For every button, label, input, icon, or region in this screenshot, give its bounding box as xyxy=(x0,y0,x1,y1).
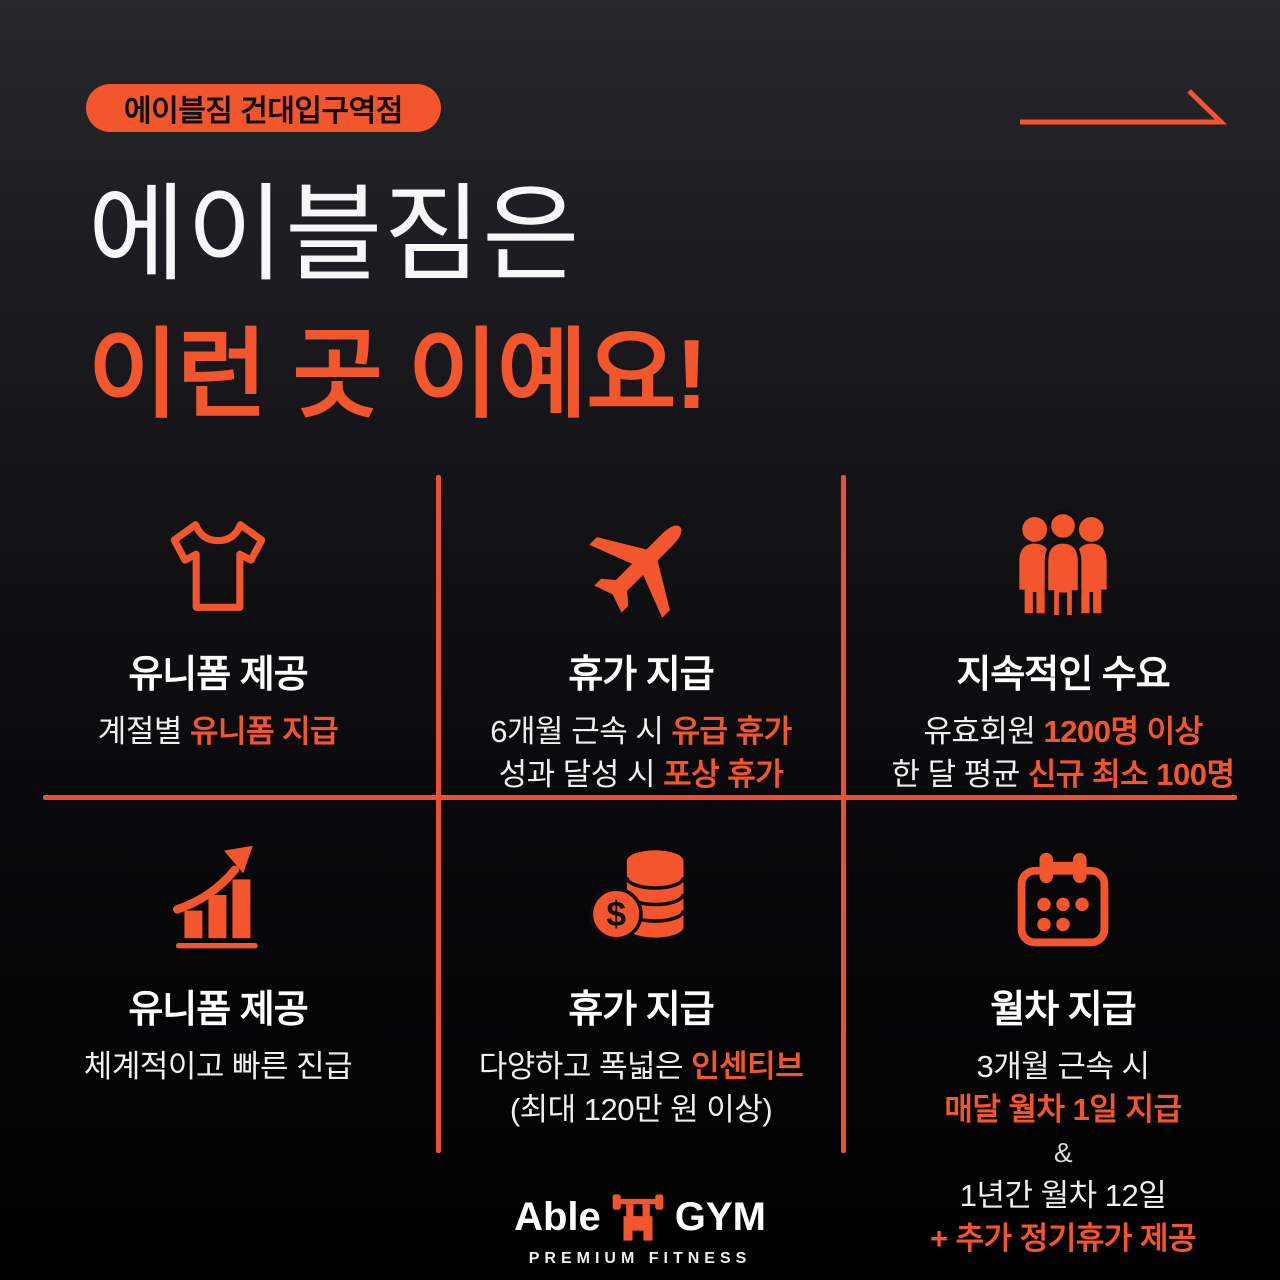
ampersand-text: & xyxy=(1053,1136,1073,1168)
main-title-line1: 에이블짐은 xyxy=(88,176,581,294)
benefit-card-vacation: 휴가 지급 6개월 근속 시 유급 휴가 성과 달성 시 포상 휴가 xyxy=(441,475,841,825)
card-subtext-plain: 다양하고 폭넓은 xyxy=(478,1049,692,1084)
card-subtext-line: 한 달 평균 신규 최소 100명 xyxy=(892,753,1235,796)
main-title-line2: 이런 곳 이예요! xyxy=(88,319,708,430)
coins-icon: $ xyxy=(582,840,700,962)
people-icon xyxy=(1001,505,1125,627)
brand-logo-tagline: PREMIUM FITNESS xyxy=(528,1250,752,1267)
benefit-card-demand: 지속적인 수요 유효회원 1200명 이상 한 달 평균 신규 최소 100명 xyxy=(846,475,1280,825)
divider-horizontal xyxy=(43,795,1237,800)
tshirt-icon xyxy=(159,505,277,627)
benefit-card-promotion: 유니폼 제공 체계적이고 빠른 진급 xyxy=(0,800,436,1088)
brand-logo-row: Able GYM xyxy=(514,1188,766,1246)
card-subtext-plain: 6개월 근속 시 xyxy=(490,714,672,749)
card-title: 휴가 지급 xyxy=(568,654,714,696)
main-title: 에이블짐은 이런 곳 이예요! xyxy=(88,172,708,430)
card-title: 월차 지급 xyxy=(990,989,1136,1031)
card-subtext-line: 성과 달성 시 포상 휴가 xyxy=(490,753,791,796)
divider-vertical-right xyxy=(841,475,846,1153)
brand-logo-gym: GYM xyxy=(674,1194,766,1239)
card-title: 지속적인 수요 xyxy=(956,654,1170,696)
benefit-card-monthly-leave: 월차 지급 3개월 근속 시 매달 월차 1일 지급 & 1년간 월차 12일 … xyxy=(846,800,1280,1261)
card-subtext-plain: 체계적이고 빠른 진급 xyxy=(83,1049,353,1084)
card-subtext-plain: (최대 120만 원 이상) xyxy=(509,1092,773,1128)
branch-badge-label: 에이블짐 건대입구역점 xyxy=(124,95,403,128)
card-title: 유니폼 제공 xyxy=(128,989,308,1031)
card-subtext: 체계적이고 빠른 진급 xyxy=(83,1045,353,1088)
card-subtext-line: 1년간 월차 12일 xyxy=(959,1177,1167,1213)
card-subtext: 3개월 근속 시 매달 월차 1일 지급 & 1년간 월차 12일 + 추가 정… xyxy=(929,1045,1197,1261)
card-subtext-plain: 한 달 평균 xyxy=(891,757,1028,793)
card-subtext-line: 다양하고 폭넓은 인센티브 xyxy=(478,1045,804,1088)
card-subtext-line: (최대 120만 원 이상) xyxy=(479,1088,803,1131)
brand-logo: Able GYM PREMIUM FITNESS xyxy=(0,1188,1280,1268)
card-subtext-plain: 유효회원 xyxy=(923,714,1044,749)
card-subtext: 다양하고 폭넓은 인센티브 (최대 120만 원 이상) xyxy=(478,1045,804,1132)
card-subtext-highlight: 인센티브 xyxy=(691,1049,804,1084)
card-subtext-highlight: 포상 휴가 xyxy=(663,757,784,793)
arrow-decor-icon xyxy=(1020,89,1228,125)
growth-chart-icon xyxy=(158,840,278,962)
card-subtext-highlight: 유니폼 지급 xyxy=(189,714,339,749)
card-subtext-highlight: 매달 월차 1일 지급 xyxy=(944,1092,1182,1128)
card-subtext-plain: 계절별 xyxy=(97,714,190,749)
airplane-icon xyxy=(581,505,701,627)
card-subtext-highlight: 신규 최소 100명 xyxy=(1027,757,1235,793)
card-subtext: 계절별 유니폼 지급 xyxy=(97,710,339,753)
card-title: 휴가 지급 xyxy=(568,989,714,1031)
benefit-card-uniform: 유니폼 제공 계절별 유니폼 지급 xyxy=(0,475,436,825)
card-subtext-line: 6개월 근속 시 유급 휴가 xyxy=(490,710,792,753)
lifter-mark-icon xyxy=(612,1194,664,1241)
card-subtext-line: 유효회원 1200명 이상 xyxy=(892,710,1235,753)
card-subtext-highlight: 유급 휴가 xyxy=(671,714,792,749)
brand-logo-able: Able xyxy=(514,1194,601,1239)
calendar-icon xyxy=(1007,840,1119,962)
card-subtext-plain: 성과 달성 시 xyxy=(498,757,664,793)
branch-badge: 에이블짐 건대입구역점 xyxy=(86,84,441,132)
card-subtext-highlight: + 추가 정기휴가 제공 xyxy=(929,1221,1197,1257)
divider-vertical-left xyxy=(436,475,441,1153)
card-subtext-line: 3개월 근속 시 xyxy=(976,1049,1150,1084)
card-subtext-highlight: 1200명 이상 xyxy=(1043,714,1204,749)
benefit-card-incentive: $ 휴가 지급 다양하고 폭넓은 인센티브 (최대 120만 원 이상) xyxy=(441,800,841,1132)
card-subtext: 유효회원 1200명 이상 한 달 평균 신규 최소 100명 xyxy=(892,710,1235,797)
card-subtext: 6개월 근속 시 유급 휴가 성과 달성 시 포상 휴가 xyxy=(490,710,792,797)
card-title: 유니폼 제공 xyxy=(128,654,308,696)
dollar-glyph: $ xyxy=(606,895,626,934)
